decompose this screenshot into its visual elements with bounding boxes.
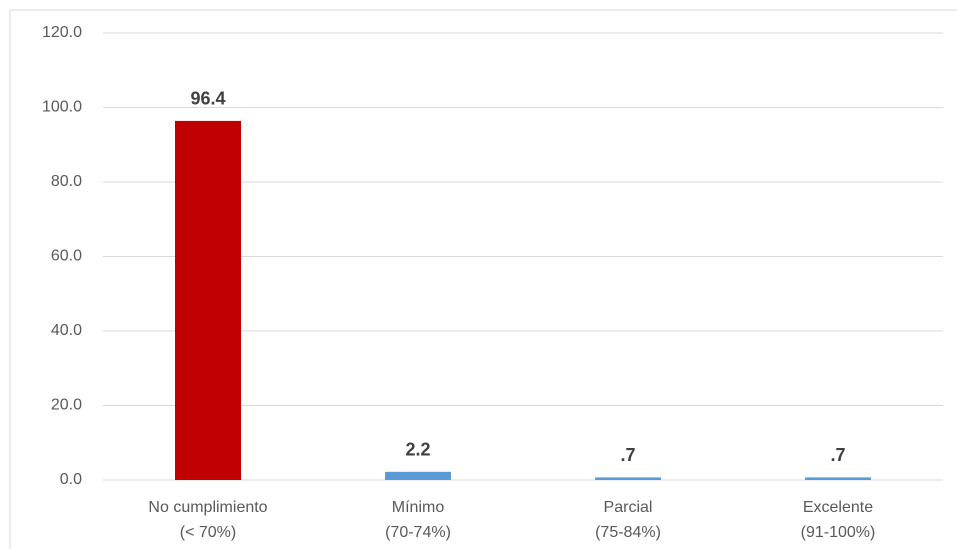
y-tick-label: 80.0 (51, 173, 82, 190)
value-label: .7 (830, 445, 845, 465)
y-tick-label: 0.0 (60, 471, 82, 488)
y-tick-label: 20.0 (51, 397, 82, 414)
x-tick-label: (70-74%) (385, 524, 451, 541)
y-tick-label: 60.0 (51, 248, 82, 265)
x-tick-label: Mínimo (392, 499, 445, 516)
value-label: 2.2 (405, 440, 430, 460)
value-label: 96.4 (190, 89, 225, 109)
y-tick-label: 120.0 (42, 24, 82, 41)
x-tick-label: Parcial (604, 499, 653, 516)
bar (175, 120, 241, 480)
y-tick-label: 100.0 (42, 99, 82, 116)
x-tick-label: (75-84%) (595, 524, 661, 541)
y-tick-label: 40.0 (51, 322, 82, 339)
bar (385, 471, 451, 480)
x-tick-label: (< 70%) (180, 524, 236, 541)
value-label: .7 (620, 445, 635, 465)
x-tick-label: (91-100%) (801, 524, 876, 541)
bar (595, 477, 661, 480)
bar (805, 477, 871, 480)
x-tick-label: Excelente (803, 499, 873, 516)
x-tick-label: No cumplimiento (148, 499, 267, 516)
